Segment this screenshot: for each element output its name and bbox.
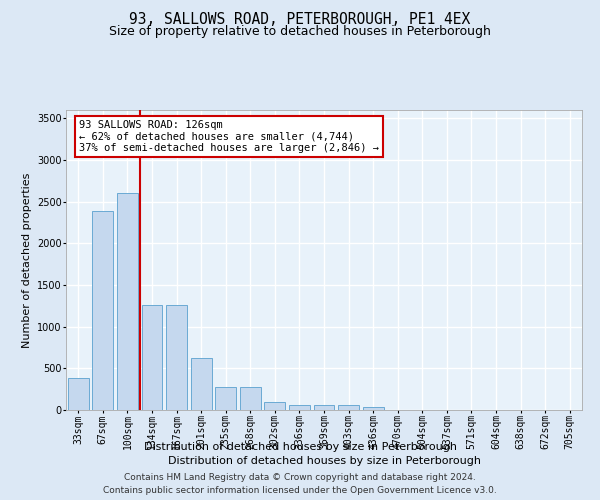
Bar (265, 402, 286, 410)
Text: Contains public sector information licensed under the Open Government Licence v3: Contains public sector information licen… (103, 486, 497, 495)
Text: Contains HM Land Registry data © Crown copyright and database right 2024.: Contains HM Land Registry data © Crown c… (124, 474, 476, 482)
Text: 93 SALLOWS ROAD: 126sqm
← 62% of detached houses are smaller (4,744)
37% of semi: 93 SALLOWS ROAD: 126sqm ← 62% of detache… (79, 120, 379, 153)
Bar (338, 406, 359, 410)
Bar (117, 194, 138, 410)
X-axis label: Distribution of detached houses by size in Peterborough: Distribution of detached houses by size … (167, 456, 481, 466)
Bar (362, 406, 383, 410)
Text: 93, SALLOWS ROAD, PETERBOROUGH, PE1 4EX: 93, SALLOWS ROAD, PETERBOROUGH, PE1 4EX (130, 12, 470, 28)
Bar (289, 404, 310, 410)
Bar (166, 305, 187, 410)
Bar (191, 358, 212, 410)
Y-axis label: Number of detached properties: Number of detached properties (22, 172, 32, 348)
Bar (92, 211, 113, 410)
Bar (314, 405, 334, 410)
Text: Size of property relative to detached houses in Peterborough: Size of property relative to detached ho… (109, 25, 491, 38)
Bar (142, 305, 163, 410)
Bar (68, 378, 89, 410)
Text: Distribution of detached houses by size in Peterborough: Distribution of detached houses by size … (143, 442, 457, 452)
Bar (240, 386, 261, 410)
Bar (215, 386, 236, 410)
